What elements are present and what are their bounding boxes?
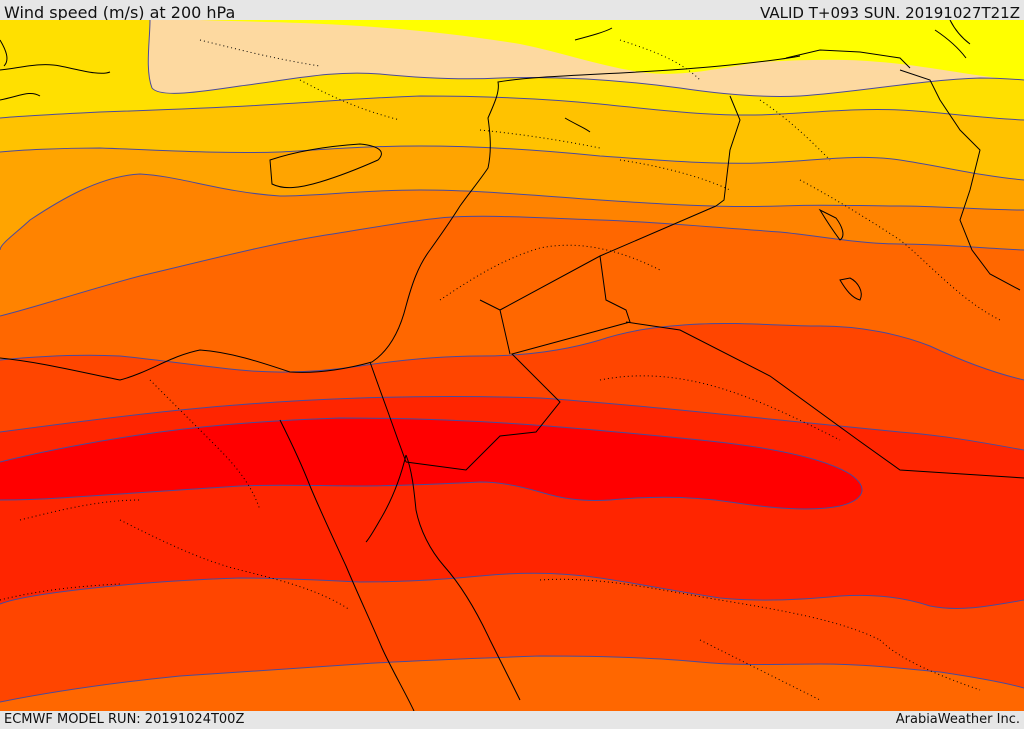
wind-speed-map <box>0 20 1024 711</box>
contour-lines <box>0 20 1024 703</box>
coastlines <box>0 20 971 711</box>
country-borders <box>369 49 1024 479</box>
band-yellow <box>0 20 1024 81</box>
model-run: ECMWF MODEL RUN: 20191024T00Z <box>4 712 245 727</box>
valid-time: VALID T+093 SUN. 20191027T21Z <box>760 4 1020 22</box>
band-orange <box>0 174 1024 316</box>
credit: ArabiaWeather Inc. <box>895 712 1020 727</box>
province-boundaries <box>0 39 1001 701</box>
band-red-core <box>0 418 863 509</box>
band-orange-dark <box>0 216 1024 380</box>
map-title: Wind speed (m/s) at 200 hPa <box>4 3 236 22</box>
header-bar: Wind speed (m/s) at 200 hPa VALID T+093 … <box>0 0 1024 22</box>
band-orange-light <box>0 146 1024 250</box>
footer-bar: ECMWF MODEL RUN: 20191024T00Z ArabiaWeat… <box>0 711 1024 729</box>
band-gold <box>0 20 1024 120</box>
band-amber <box>0 96 1024 180</box>
